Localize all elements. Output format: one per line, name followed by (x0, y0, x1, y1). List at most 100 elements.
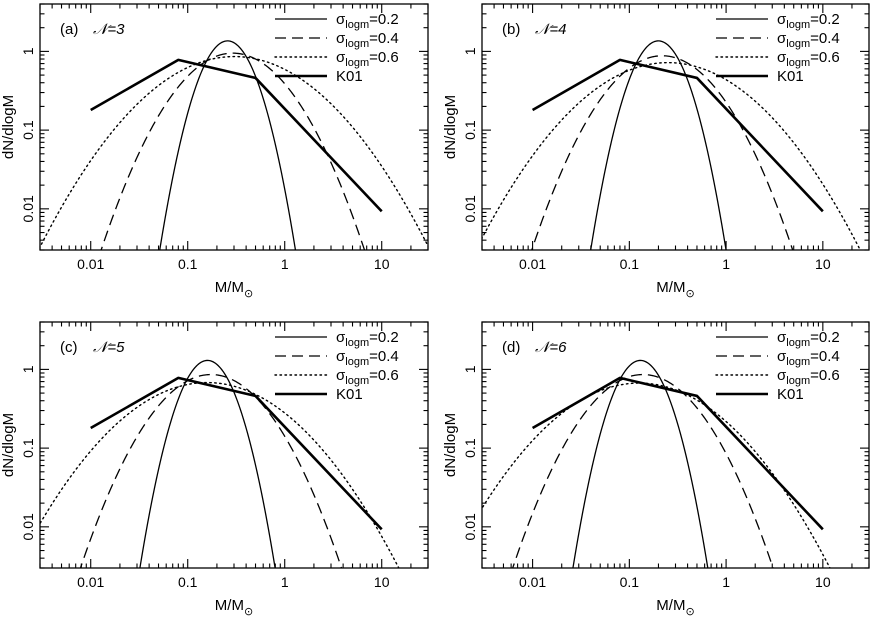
legend-label-sub: logm (786, 19, 810, 31)
legend-label-main: σ (336, 329, 346, 346)
x-tick-label: 1 (722, 256, 730, 272)
y-tick-label: 0.01 (20, 195, 36, 222)
panel-label: (b) (502, 21, 520, 38)
legend-label-sub: logm (786, 375, 810, 387)
x-axis-label-sub: ⊙ (685, 606, 694, 618)
legend-label-sub: logm (786, 57, 810, 69)
legend-label-main: K01 (336, 68, 363, 85)
x-tick-label: 1 (722, 574, 730, 590)
series-line (100, 52, 366, 250)
y-tick-label: 0.1 (20, 120, 36, 140)
panel-2: 0.01 0.1 1 100.010.11M/M⊙dN/dlogM(b) 𝒩=4σlog… (442, 3, 870, 300)
legend-label-sub: logm (786, 38, 810, 50)
panel-label: (a) (60, 21, 78, 38)
legend-label-sub: logm (345, 57, 369, 69)
x-axis-label-sub: ⊙ (244, 288, 253, 300)
legend-label-main: σ (777, 11, 787, 28)
legend-label-sub: logm (786, 356, 810, 368)
y-tick-label: 0.01 (462, 195, 478, 222)
tick-marks (39, 321, 429, 569)
panel-n-label: 𝒩=5 (93, 339, 125, 356)
series-line (482, 61, 862, 250)
x-tick-label: 10 (815, 256, 831, 272)
x-tick-label: 0.01 (519, 574, 546, 590)
legend-label-sub: logm (345, 19, 369, 31)
x-tick-label: 1 (281, 256, 289, 272)
legend-label-value: =0.2 (369, 329, 399, 346)
legend-label-main: σ (777, 348, 787, 365)
legend-label-main: σ (336, 11, 346, 28)
legend-label: K01 (336, 386, 363, 403)
x-axis-label: M/M⊙ (215, 597, 253, 618)
y-tick-label: 0.1 (20, 438, 36, 458)
x-tick-label: 10 (374, 256, 390, 272)
series-line (159, 40, 297, 250)
y-tick-label: 0.01 (462, 513, 478, 540)
x-axis-label: M/M⊙ (656, 597, 694, 618)
x-axis-label-sub: ⊙ (685, 288, 694, 300)
series-group (40, 40, 428, 250)
tick-marks (481, 3, 870, 251)
y-tick-label: 0.1 (462, 438, 478, 458)
legend-label-main: K01 (777, 68, 804, 85)
legend-label-sub: logm (345, 356, 369, 368)
panel-1: 0.01 0.1 1 100.010.11M/M⊙dN/dlogM(a) 𝒩=3σlog… (0, 3, 429, 300)
legend-label: σlogm=0.2 (777, 11, 840, 31)
legend-label-value: =0.2 (369, 11, 399, 28)
x-tick-label: 0.01 (77, 574, 104, 590)
legend-label: σlogm=0.2 (777, 329, 840, 349)
x-tick-label: 0.1 (178, 256, 198, 272)
legend-label-value: =0.6 (810, 49, 840, 66)
y-axis-label: dN/dlogM (0, 95, 17, 159)
legend-label-value: =0.6 (369, 367, 399, 384)
legend-label-value: =0.4 (369, 348, 399, 365)
y-axis-label: dN/dlogM (442, 95, 459, 159)
legend-label: σlogm=0.4 (336, 30, 399, 50)
y-axis-label: dN/dlogM (442, 413, 459, 477)
legend-label-value: =0.2 (810, 11, 840, 28)
series-line (531, 376, 824, 531)
series-line (531, 55, 794, 250)
series-line (90, 58, 383, 213)
legend-label-value: =0.4 (810, 30, 840, 47)
legend-label: σlogm=0.6 (336, 367, 399, 387)
legend-label-main: σ (336, 367, 346, 384)
legend-label: σlogm=0.6 (336, 49, 399, 69)
legend-label-main: σ (336, 49, 346, 66)
x-tick-label: 10 (815, 574, 831, 590)
panel-n-label: 𝒩=4 (535, 21, 566, 38)
x-axis-label-sub: ⊙ (244, 606, 253, 618)
x-axis-label: M/M⊙ (215, 279, 253, 300)
y-tick-label: 1 (20, 365, 36, 373)
series-line (40, 381, 400, 568)
x-tick-label: 1 (281, 574, 289, 590)
legend-label-value: =0.6 (810, 367, 840, 384)
panel-n-label: 𝒩=3 (93, 21, 125, 38)
legend-label: σlogm=0.4 (777, 30, 840, 50)
panel-4: 0.01 0.1 1 100.010.11M/M⊙dN/dlogM(d) 𝒩=6σlog… (442, 321, 870, 618)
panel-label: (c) (60, 339, 78, 356)
legend-label: K01 (336, 68, 363, 85)
legend-label: σlogm=0.6 (777, 367, 840, 387)
series-line (90, 376, 383, 531)
legend-label-main: σ (336, 348, 346, 365)
legend-label: σlogm=0.2 (336, 11, 399, 31)
legend-label: K01 (777, 386, 804, 403)
panel-3: 0.01 0.1 1 100.010.11M/M⊙dN/dlogM(c) 𝒩=5σlog… (0, 321, 429, 618)
legend-label-main: σ (777, 367, 787, 384)
y-tick-label: 1 (462, 47, 478, 55)
legend-label: K01 (777, 68, 804, 85)
legend-label-main: σ (777, 329, 787, 346)
y-tick-label: 1 (20, 47, 36, 55)
tick-marks (39, 3, 429, 251)
legend-label: σlogm=0.6 (777, 49, 840, 69)
legend-label-value: =0.6 (369, 49, 399, 66)
series-group (40, 359, 400, 568)
series-line (139, 359, 276, 568)
x-tick-label: 0.01 (77, 256, 104, 272)
legend-label-sub: logm (345, 38, 369, 50)
